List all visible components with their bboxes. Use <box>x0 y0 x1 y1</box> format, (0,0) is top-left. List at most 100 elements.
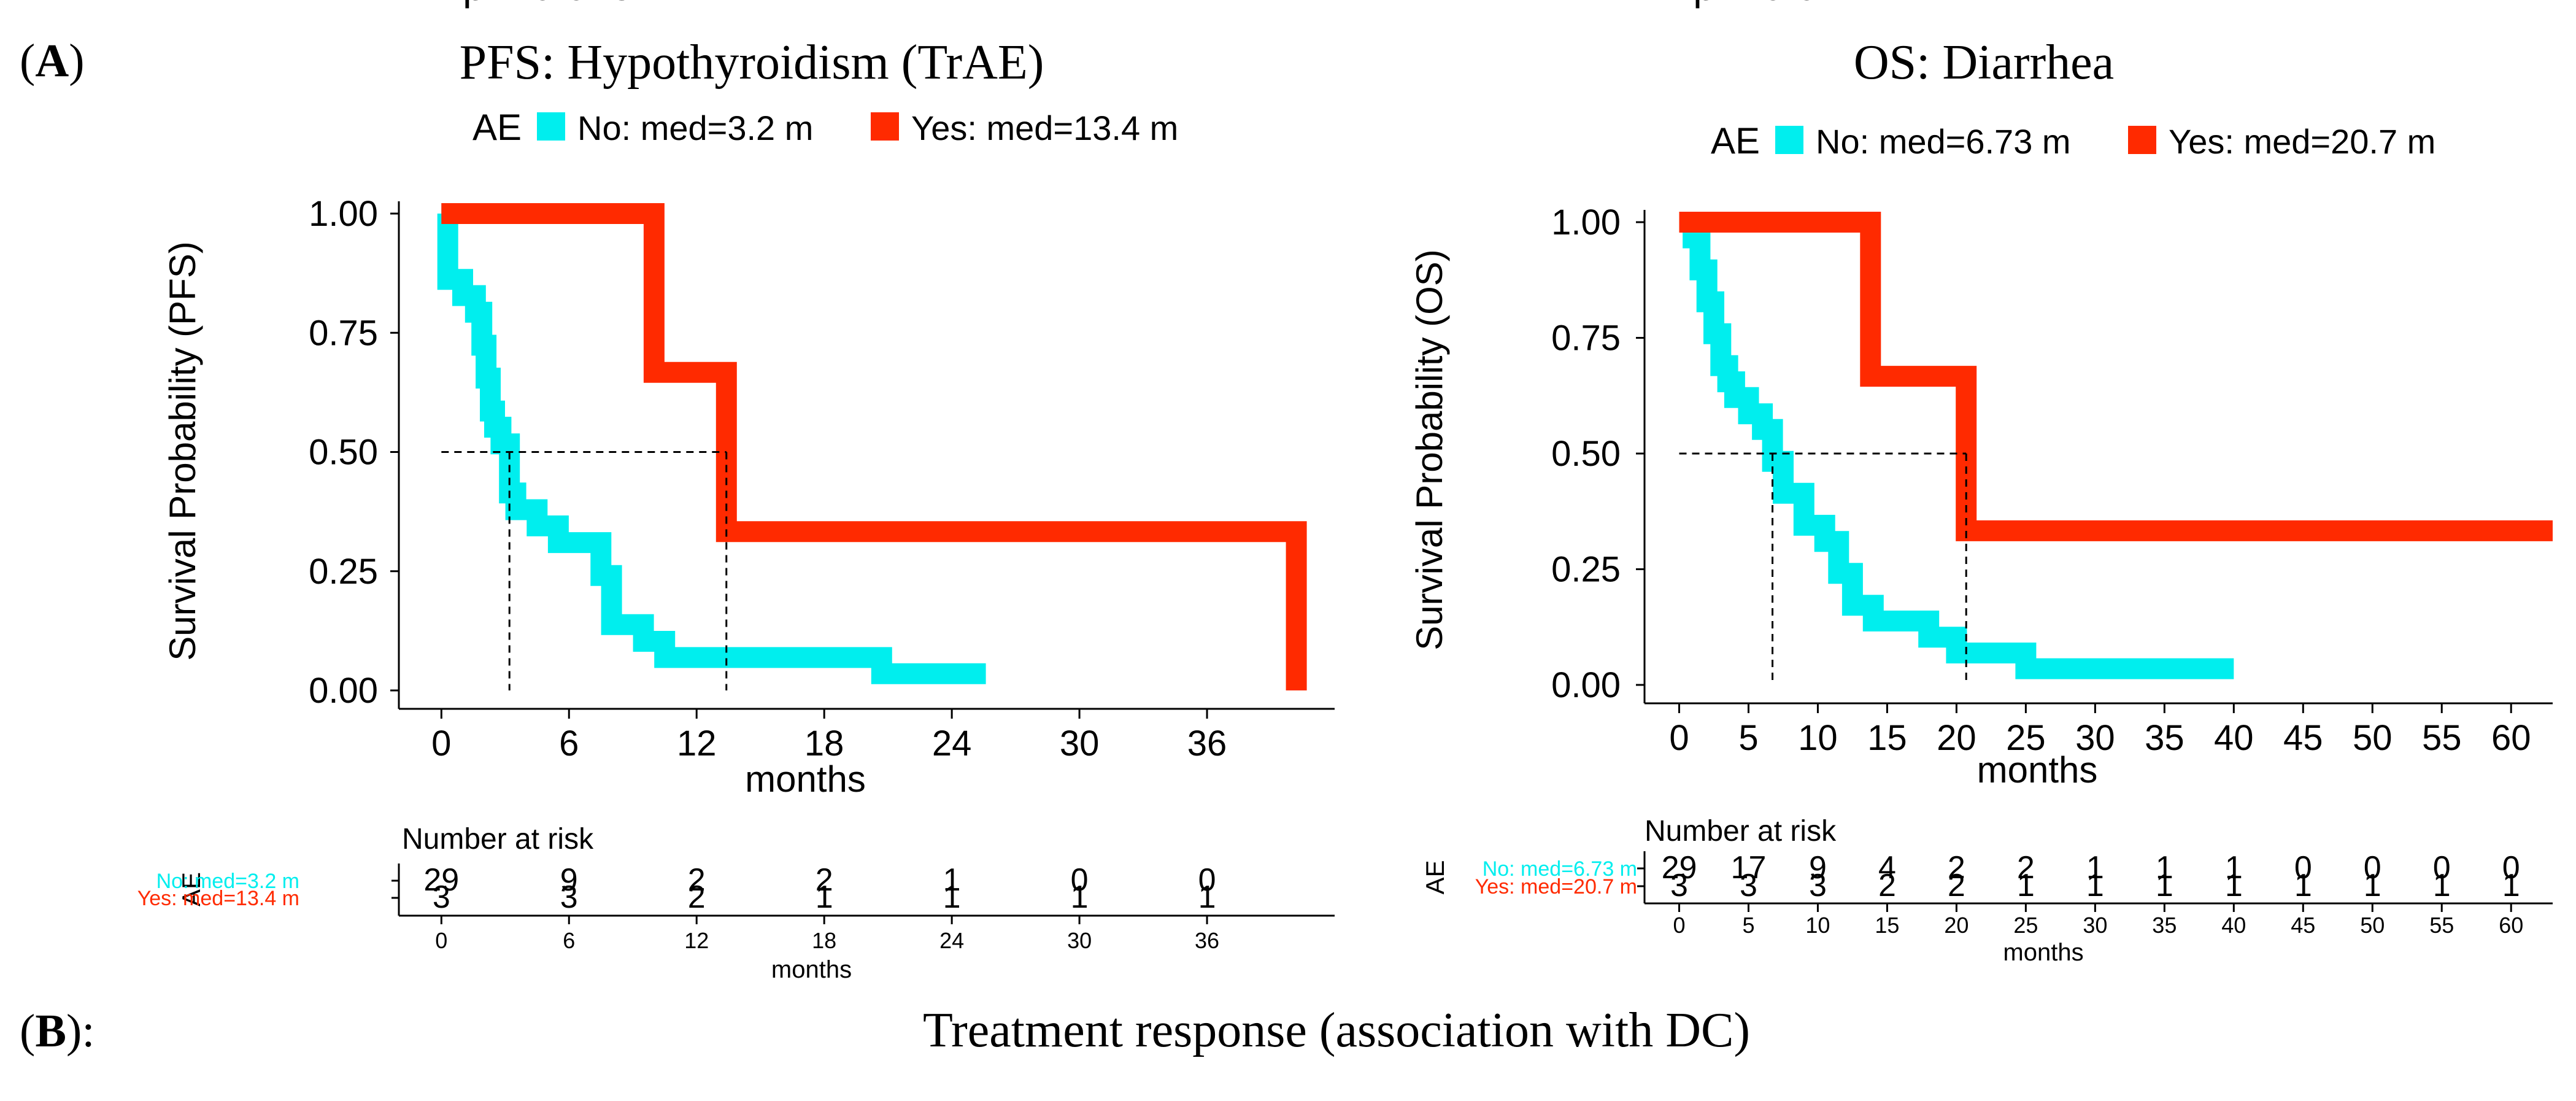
series-line-no <box>1679 212 2234 679</box>
risk-count-yes: 1 <box>943 879 961 915</box>
risk-table-x-axis-label: months <box>771 956 852 983</box>
risk-table-strata-label: AE <box>1421 860 1449 894</box>
risk-table-x-tick-label: 6 <box>563 928 575 953</box>
risk-table-x-tick-label: 50 <box>2360 913 2385 938</box>
risk-table-x-tick-label: 40 <box>2221 913 2246 938</box>
x-tick-label: 50 <box>2353 718 2393 758</box>
risk-count-no: 9 <box>560 862 578 898</box>
series-line-yes <box>441 203 1307 690</box>
risk-table-strata-label: AE <box>177 872 206 906</box>
risk-table-x-tick-label: 30 <box>1067 928 1092 953</box>
risk-count-yes: 1 <box>2225 868 2243 903</box>
risk-count-no: 2 <box>1948 850 1965 886</box>
risk-count-no: 1 <box>943 862 961 898</box>
risk-count-no: 0 <box>2294 850 2312 886</box>
risk-count-yes: 1 <box>1198 879 1216 915</box>
y-tick-label: 0.75 <box>309 313 378 353</box>
km-chart-pfs-hypothyroidism: PFS: Hypothyroidism (TrAE) AE No: med=3.2 … <box>137 0 1335 983</box>
x-tick-label: 5 <box>1738 718 1758 758</box>
y-axis-label: Survival Probability (PFS) <box>162 241 203 661</box>
risk-count-no: 0 <box>2364 850 2381 886</box>
legend: AE No: med=3.2 m Yes: med=13.4 m <box>472 107 1178 148</box>
risk-table-x-tick-label: 60 <box>2499 913 2523 938</box>
x-tick-label: 35 <box>2145 718 2185 758</box>
y-tick-label: 0.25 <box>1551 550 1621 590</box>
legend-swatch-no <box>1775 126 1803 154</box>
risk-count-no: 1 <box>2225 850 2243 886</box>
risk-count-no: 2 <box>688 862 706 898</box>
risk-table-x-tick-label: 35 <box>2152 913 2177 938</box>
x-tick-label: 25 <box>2006 718 2046 758</box>
risk-count-no: 0 <box>1071 862 1089 898</box>
x-tick-label: 12 <box>677 724 717 763</box>
legend-title: AE <box>472 107 522 148</box>
risk-count-no: 29 <box>1662 850 1697 886</box>
legend-label-no: No: med=3.2 m <box>577 109 813 147</box>
chart-title: PFS: Hypothyroidism (TrAE) <box>460 36 1044 90</box>
risk-count-no: 2 <box>816 862 833 898</box>
x-tick-label: 24 <box>932 724 972 763</box>
risk-count-no: 1 <box>2086 850 2104 886</box>
x-axis-label: months <box>745 759 866 800</box>
risk-count-yes: 1 <box>1071 879 1089 915</box>
y-tick-label: 0.50 <box>1551 434 1621 474</box>
risk-row-name-yes: Yes: med=13.4 m <box>137 887 299 910</box>
risk-count-yes: 2 <box>688 879 706 915</box>
x-tick-label: 60 <box>2491 718 2531 758</box>
legend-swatch-yes <box>2128 126 2156 154</box>
risk-count-yes: 3 <box>1809 868 1827 903</box>
risk-count-yes: 1 <box>2156 868 2173 903</box>
risk-table-x-tick-label: 18 <box>812 928 836 953</box>
risk-table-x-tick-label: 30 <box>2083 913 2107 938</box>
risk-count-no: 9 <box>1809 850 1827 886</box>
risk-table-x-tick-label: 5 <box>1742 913 1754 938</box>
y-tick-label: 0.00 <box>1551 665 1621 705</box>
risk-count-yes: 2 <box>1878 868 1896 903</box>
legend-swatch-yes <box>871 112 899 141</box>
y-axis-label: Survival Probability (OS) <box>1409 249 1450 651</box>
y-tick-label: 1.00 <box>309 194 378 234</box>
risk-table-x-tick-label: 12 <box>684 928 709 953</box>
x-tick-label: 18 <box>804 724 844 763</box>
y-tick-label: 1.00 <box>1551 203 1621 242</box>
risk-count-yes: 1 <box>2017 868 2035 903</box>
y-tick-label: 0.25 <box>309 552 378 592</box>
x-tick-label: 15 <box>1867 718 1907 758</box>
x-axis-label: months <box>1977 749 2098 790</box>
risk-table-x-tick-label: 10 <box>1805 913 1830 938</box>
risk-count-no: 0 <box>1198 862 1216 898</box>
risk-count-yes: 3 <box>1740 868 1757 903</box>
risk-count-no: 0 <box>2502 850 2520 886</box>
panel-a-label: (A) <box>20 35 85 87</box>
x-tick-label: 30 <box>2075 718 2115 758</box>
risk-table-x-tick-label: 24 <box>939 928 964 953</box>
risk-table-x-tick-label: 15 <box>1875 913 1899 938</box>
x-tick-label: 36 <box>1187 724 1227 763</box>
risk-row-name-no: No: med=6.73 m <box>1483 857 1637 881</box>
x-tick-label: 10 <box>1798 718 1838 758</box>
legend-label-yes: Yes: med=13.4 m <box>911 109 1178 147</box>
panel-b-title: Treatment response (association with DC) <box>923 1003 1750 1057</box>
risk-count-yes: 3 <box>560 879 578 915</box>
x-tick-label: 55 <box>2422 718 2462 758</box>
legend: AE No: med=6.73 m Yes: med=20.7 m <box>1711 120 2435 161</box>
risk-table-title: Number at risk <box>402 823 594 856</box>
series-line-yes <box>1679 212 2553 541</box>
risk-table-title: Number at risk <box>1645 815 1837 848</box>
risk-row-name-yes: Yes: med=20.7 m <box>1475 875 1637 898</box>
legend-swatch-no <box>537 112 565 141</box>
x-tick-label: 0 <box>1669 718 1689 758</box>
risk-count-yes: 3 <box>1670 868 1688 903</box>
risk-table-x-tick-label: 25 <box>2013 913 2038 938</box>
risk-table-x-axis-label: months <box>2003 939 2083 966</box>
y-tick-label: 0.50 <box>309 433 378 473</box>
risk-count-no: 1 <box>2156 850 2173 886</box>
panel-b-label: (B): <box>20 1005 94 1057</box>
y-tick-label: 0.75 <box>1551 319 1621 358</box>
risk-count-yes: 1 <box>2086 868 2104 903</box>
risk-table-x-tick-label: 0 <box>435 928 447 953</box>
risk-count-yes: 3 <box>433 879 450 915</box>
risk-count-yes: 1 <box>816 879 833 915</box>
risk-table-x-tick-label: 45 <box>2291 913 2315 938</box>
